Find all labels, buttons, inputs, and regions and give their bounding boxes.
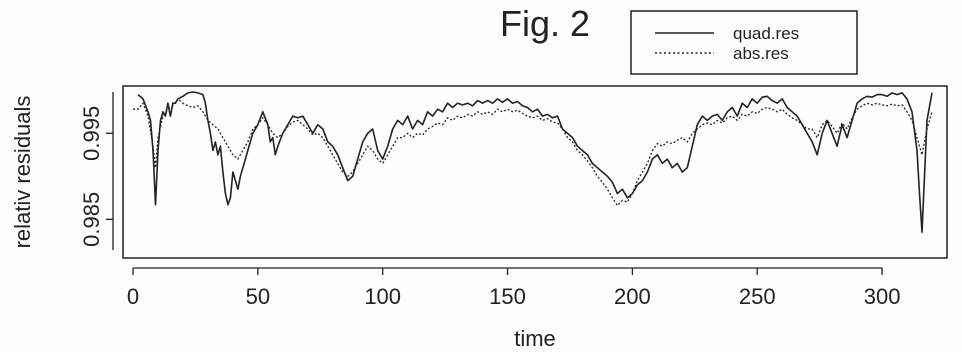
plot-frame bbox=[122, 85, 948, 259]
legend-label-quad-res: quad.res bbox=[733, 24, 799, 43]
x-tick-label: 150 bbox=[489, 284, 526, 309]
x-tick-label: 250 bbox=[739, 284, 776, 309]
series-line-abs-res bbox=[133, 98, 933, 207]
chart-title: Fig. 2 bbox=[500, 3, 590, 44]
x-tick-label: 200 bbox=[614, 284, 651, 309]
y-axis-label: relativ residuals bbox=[10, 96, 35, 249]
legend-box bbox=[630, 10, 858, 75]
legend-label-abs-res: abs.res bbox=[733, 44, 789, 63]
y-tick-label: 0.995 bbox=[79, 106, 104, 161]
legend: quad.res abs.res bbox=[630, 10, 858, 75]
x-axis: 0 50 100 150 200 250 300 bbox=[127, 267, 901, 309]
x-tick-label: 50 bbox=[246, 284, 270, 309]
series-line-quad-res bbox=[137, 91, 933, 233]
y-axis: 0.985 0.995 bbox=[79, 92, 114, 250]
x-tick-label: 100 bbox=[364, 284, 401, 309]
series-layer bbox=[133, 91, 933, 233]
x-tick-label: 300 bbox=[864, 284, 901, 309]
x-tick-label: 0 bbox=[127, 284, 139, 309]
x-axis-label: time bbox=[514, 326, 556, 351]
y-tick-label: 0.985 bbox=[79, 192, 104, 247]
